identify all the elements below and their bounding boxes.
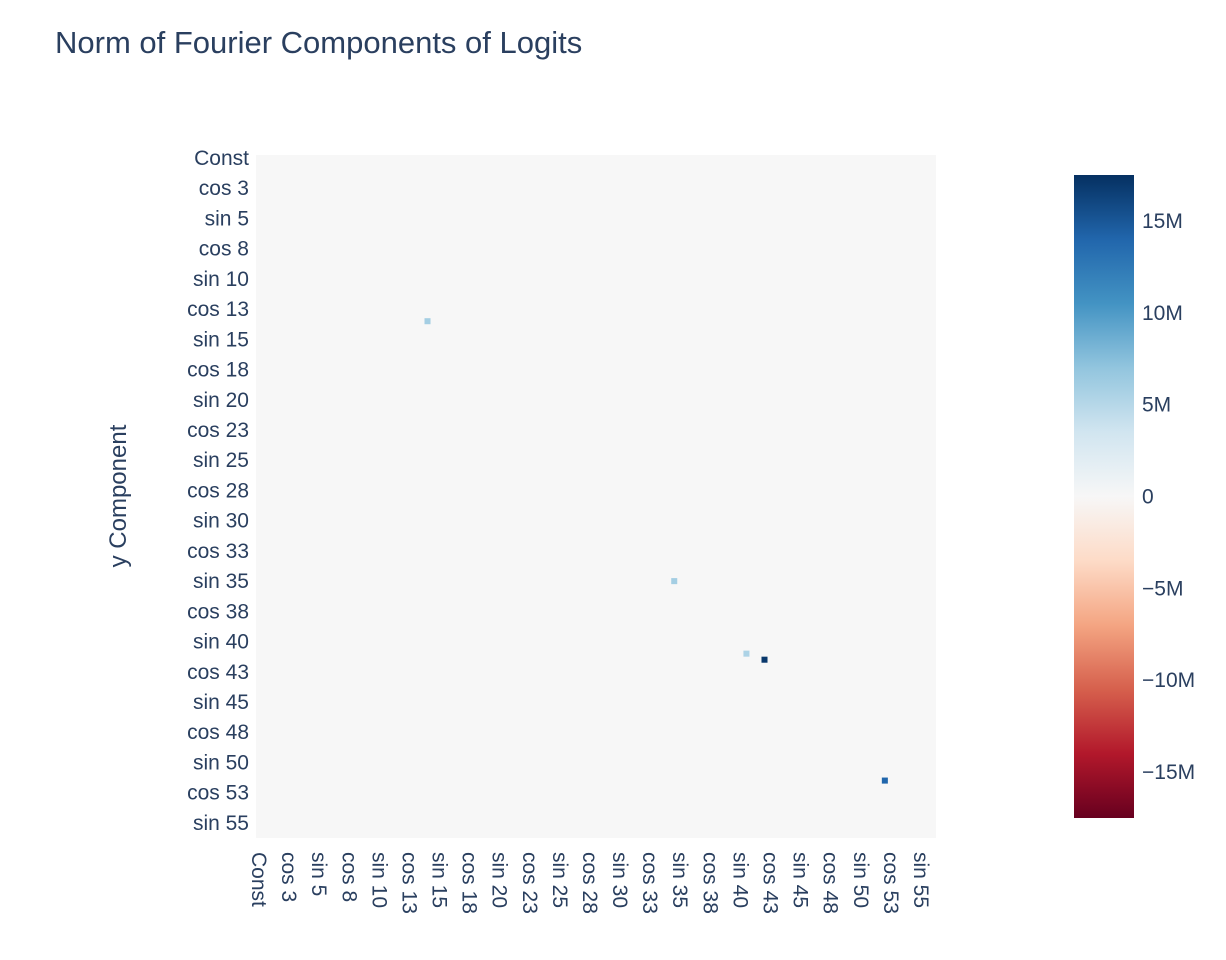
- y-tick-label: sin 35: [193, 570, 249, 593]
- y-tick-label: cos 53: [187, 782, 249, 805]
- x-tick-label: sin 50: [849, 852, 872, 908]
- x-tick-label: sin 35: [668, 852, 691, 908]
- y-tick-label: cos 48: [187, 721, 249, 744]
- heatmap-background: [256, 155, 936, 838]
- y-tick-label: sin 15: [193, 328, 249, 351]
- x-tick-label: cos 3: [277, 852, 300, 902]
- y-tick-label: sin 25: [193, 449, 249, 472]
- colorbar-tick-label: 15M: [1142, 210, 1183, 233]
- x-tick-label: cos 48: [819, 852, 842, 914]
- colorbar-tick-label: 10M: [1142, 302, 1183, 325]
- heatmap-cell: [424, 318, 431, 325]
- y-tick-label: sin 45: [193, 691, 249, 714]
- y-tick-label: cos 28: [187, 480, 249, 503]
- x-tick-label: Const: [247, 852, 270, 907]
- x-tick-label: sin 15: [428, 852, 451, 908]
- x-tick-label: cos 38: [698, 852, 721, 914]
- x-tick-label: cos 13: [398, 852, 421, 914]
- y-axis-title: y Component: [105, 424, 132, 567]
- colorbar-tick-label: −5M: [1142, 577, 1183, 600]
- y-tick-label: cos 33: [187, 540, 249, 563]
- x-tick-label: cos 43: [759, 852, 782, 914]
- y-tick-label: cos 13: [187, 298, 249, 321]
- colorbar-tick-label: 0: [1142, 486, 1154, 509]
- y-tick-label: sin 30: [193, 510, 249, 533]
- y-tick-label: cos 8: [199, 238, 249, 261]
- x-tick-label: cos 28: [578, 852, 601, 914]
- y-tick-label: sin 50: [193, 751, 249, 774]
- y-tick-label: sin 5: [205, 208, 249, 231]
- y-tick-label: sin 55: [193, 812, 249, 835]
- y-tick-label: cos 23: [187, 419, 249, 442]
- heatmap-cell: [761, 656, 768, 663]
- x-tick-label: cos 33: [638, 852, 661, 914]
- y-tick-label: sin 10: [193, 268, 249, 291]
- x-tick-label: sin 55: [909, 852, 932, 908]
- heatmap-cell: [743, 650, 750, 657]
- heatmap-cell: [881, 777, 888, 784]
- colorbar-tick-label: 5M: [1142, 394, 1171, 417]
- x-tick-label: sin 30: [608, 852, 631, 908]
- x-tick-label: sin 45: [789, 852, 812, 908]
- heatmap-cell: [671, 578, 678, 585]
- x-tick-label: cos 53: [879, 852, 902, 914]
- y-tick-label: cos 43: [187, 661, 249, 684]
- x-tick-label: sin 10: [367, 852, 390, 908]
- y-tick-label: cos 3: [199, 177, 249, 200]
- x-tick-label: sin 5: [307, 852, 330, 896]
- x-tick-label: cos 23: [518, 852, 541, 914]
- x-tick-label: sin 40: [728, 852, 751, 908]
- y-tick-label: cos 18: [187, 359, 249, 382]
- x-tick-label: sin 25: [548, 852, 571, 908]
- y-tick-label: Const: [194, 147, 249, 170]
- x-tick-label: cos 8: [337, 852, 360, 902]
- colorbar-tick-label: −15M: [1142, 761, 1195, 784]
- y-tick-label: cos 38: [187, 600, 249, 623]
- x-tick-label: cos 18: [458, 852, 481, 914]
- colorbar-tick-label: −10M: [1142, 669, 1195, 692]
- chart-title: Norm of Fourier Components of Logits: [55, 25, 582, 60]
- colorbar: [1074, 175, 1134, 818]
- x-tick-label: sin 20: [488, 852, 511, 908]
- y-tick-label: sin 40: [193, 631, 249, 654]
- y-tick-label: sin 20: [193, 389, 249, 412]
